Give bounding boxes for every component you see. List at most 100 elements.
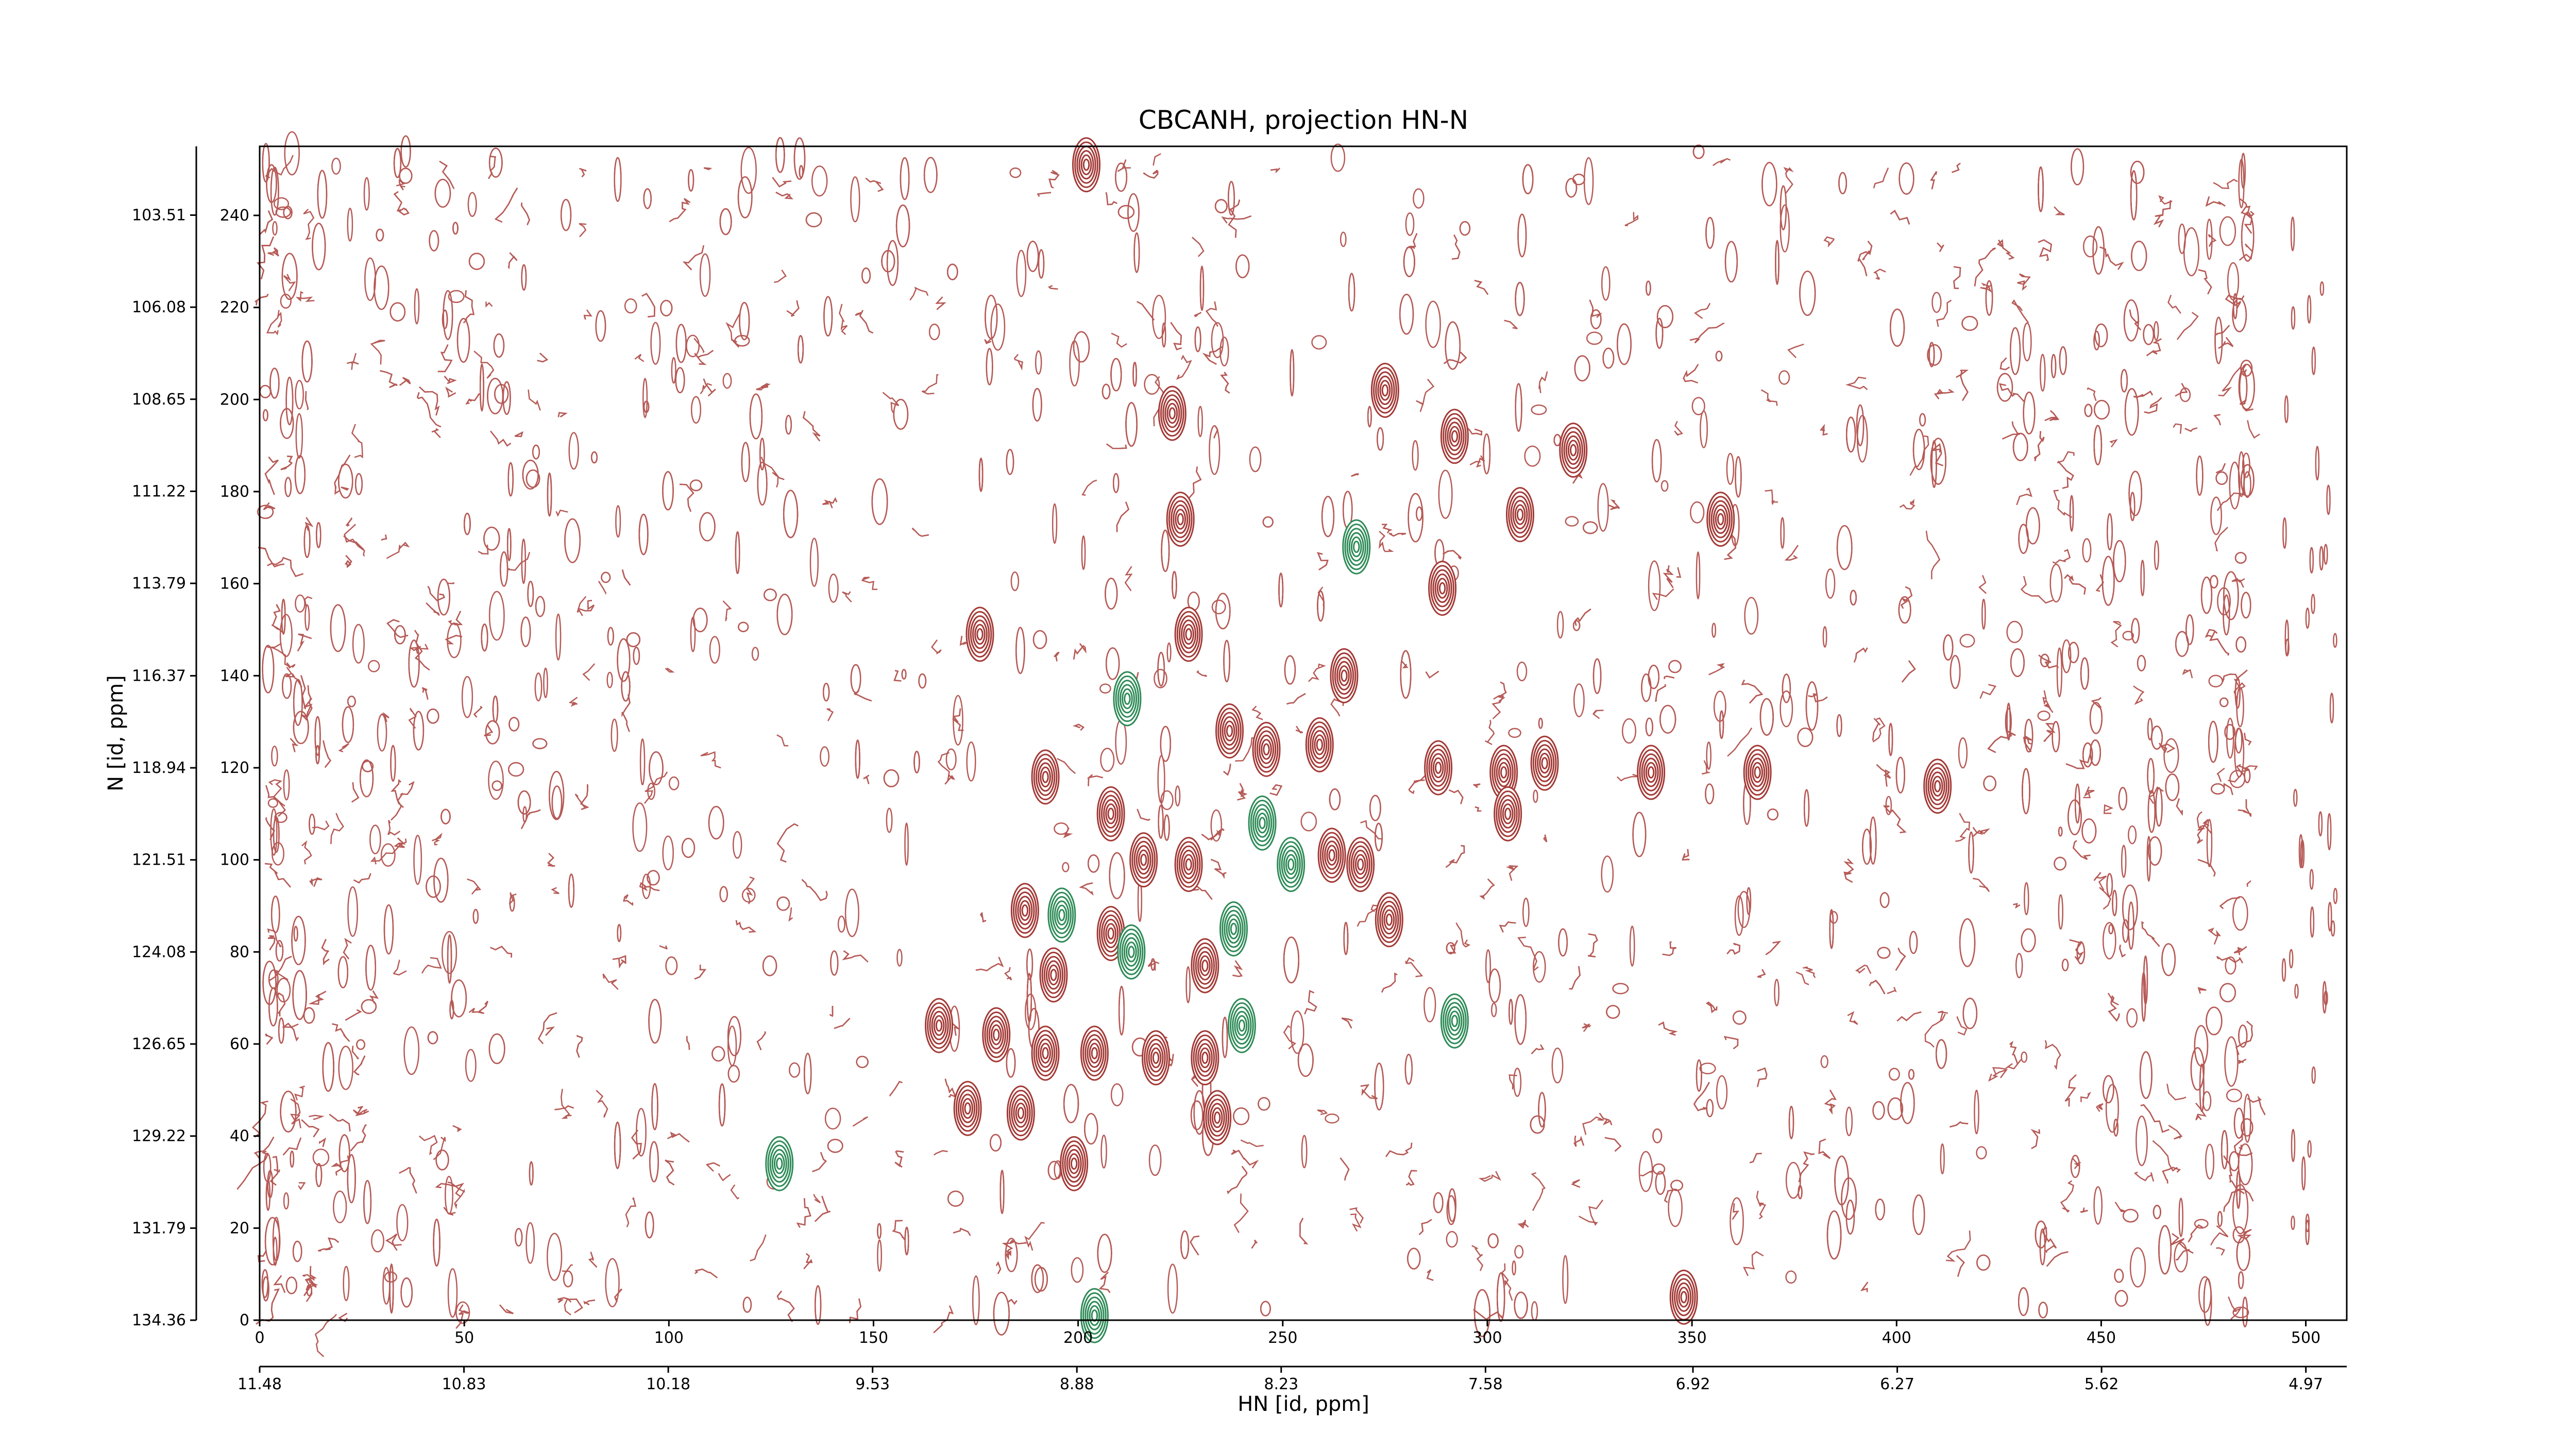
noise-contour [1582, 1023, 1591, 1032]
noise-contour [545, 1026, 555, 1036]
noise-contour [463, 290, 475, 324]
noise-contour [2198, 269, 2212, 295]
peak-ring [1121, 933, 1142, 971]
noise-contour [1820, 424, 1828, 436]
noise-contour [886, 807, 893, 833]
x2-tick-label: 10.18 [646, 1375, 690, 1393]
noise-contour [1329, 788, 1341, 811]
noise-contour [1775, 240, 1780, 285]
noise-contour [1869, 980, 1886, 995]
noise-contour [700, 751, 721, 769]
noise-contour [549, 771, 565, 820]
noise-contour [894, 1150, 904, 1168]
peak-ring [1201, 1051, 1209, 1064]
noise-contour [1087, 774, 1104, 786]
noise-contour [447, 1181, 465, 1209]
peak-ring [1219, 712, 1240, 750]
peak-ring [970, 615, 990, 653]
noise-contour [293, 925, 298, 942]
noise-contour [578, 600, 595, 612]
noise-contour [1724, 241, 1738, 283]
noise-contour [1693, 1082, 1710, 1111]
noise-contour [999, 1170, 1005, 1215]
noise-contour [1125, 402, 1138, 447]
noise-contour [2129, 309, 2142, 331]
noise-contour [617, 638, 631, 682]
noise-contour [2076, 941, 2086, 965]
noise-contour [785, 415, 792, 435]
noise-contour [442, 931, 457, 974]
peak-ring [1708, 496, 1733, 543]
noise-contour [532, 444, 540, 460]
noise-contour [290, 738, 298, 752]
noise-contour [1026, 241, 1039, 272]
noise-contour [2064, 1074, 2077, 1107]
noise-contour [922, 374, 939, 395]
peak-ring [1015, 891, 1035, 930]
noise-contour [1950, 655, 1961, 689]
noise-contour [483, 526, 500, 551]
noise-contour [2140, 560, 2145, 597]
noise-contour [1175, 785, 1181, 807]
noise-contour [797, 335, 804, 364]
noise-contour [579, 167, 587, 178]
noise-contour [625, 1197, 636, 1227]
noise-contour [1820, 1055, 1828, 1068]
noise-contour [393, 959, 407, 976]
noise-contour [265, 1033, 274, 1045]
noise-contour [1829, 909, 1834, 949]
peak-ring [1084, 1034, 1105, 1072]
noise-contour [314, 716, 321, 756]
noise-contour [886, 240, 899, 287]
noise-contour [2060, 1180, 2074, 1213]
noise-contour [1340, 231, 1347, 247]
noise-contour [1888, 1068, 1900, 1081]
noise-contour [1943, 634, 1954, 661]
noise-contour [935, 296, 946, 310]
noise-contour [735, 920, 757, 933]
noise-contour [2107, 513, 2113, 551]
noise-contour [648, 999, 662, 1044]
noise-contour [2188, 1224, 2204, 1243]
y-tick-label: 40 [230, 1127, 249, 1145]
noise-contour [2217, 1211, 2223, 1227]
noise-contour [1222, 1016, 1228, 1058]
noise-contour [1592, 710, 1604, 719]
noise-contour [291, 1115, 301, 1128]
noise-contour [606, 671, 613, 688]
peak-ring [1256, 730, 1277, 769]
noise-contour [1656, 305, 1674, 328]
noise-contour [2103, 1075, 2114, 1104]
peak-ring [1013, 1098, 1029, 1128]
noise-contour [1009, 167, 1022, 178]
noise-contour [2039, 353, 2046, 392]
noise-contour [1249, 446, 1262, 473]
noise-contour [297, 633, 312, 652]
y-tick-label: 180 [220, 483, 249, 501]
noise-contour [893, 670, 902, 682]
noise-contour [1551, 1048, 1564, 1084]
noise-contour [1148, 1144, 1162, 1176]
noise-contour [1741, 679, 1764, 704]
noise-contour [1857, 251, 1870, 277]
noise-contour [590, 451, 598, 464]
peak-ring [1500, 766, 1507, 779]
noise-contour [2311, 594, 2315, 614]
noise-contour [448, 611, 463, 626]
noise-contour [472, 908, 479, 924]
noise-contour [1726, 452, 1735, 485]
noise-contour [1992, 1059, 2022, 1075]
peak-ring [1035, 758, 1056, 796]
noise-contour [1438, 469, 1453, 519]
noise-contour [751, 647, 759, 661]
peak-ring [1185, 628, 1192, 641]
noise-contour [1235, 254, 1250, 278]
peak-ring [1173, 504, 1189, 534]
noise-contour [1996, 373, 2013, 402]
noise-contour [343, 938, 352, 959]
noise-contour [621, 569, 631, 586]
noise-contour [1826, 1210, 1842, 1260]
noise-contour [1958, 737, 1968, 769]
noise-contour [1682, 849, 1690, 861]
